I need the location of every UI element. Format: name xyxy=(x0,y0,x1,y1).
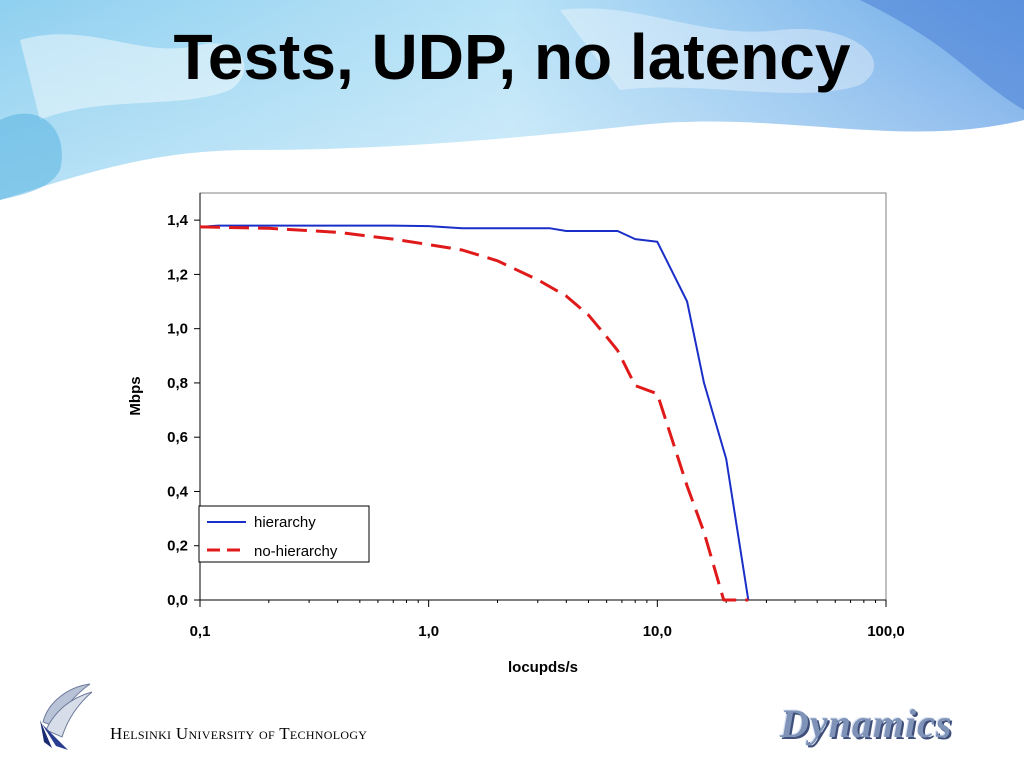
x-tick-label: 100,0 xyxy=(867,623,905,640)
legend: hierarchy no-hierarchy xyxy=(198,505,370,563)
y-tick-label: 0,6 xyxy=(167,429,188,446)
series-layer xyxy=(199,224,750,602)
legend-no-hierarchy-label: no-hierarchy xyxy=(254,543,338,560)
series-line-no-hierarchy xyxy=(199,225,749,602)
y-tick-label: 1,4 xyxy=(167,212,189,229)
footer-institution: Helsinki University of Technology xyxy=(110,724,368,743)
y-tick-label: 0,2 xyxy=(167,538,188,555)
dynamics-logo: Dynamics xyxy=(780,701,953,746)
legend-hierarchy-label: hierarchy xyxy=(254,514,316,531)
y-tick-label: 1,2 xyxy=(167,266,188,283)
y-tick-label: 0,8 xyxy=(167,375,188,392)
y-axis-label: Mbps xyxy=(127,376,144,415)
legend-box xyxy=(198,505,370,563)
x-axis-label: locupds/s xyxy=(508,659,578,676)
x-tick-label: 1,0 xyxy=(418,623,439,640)
x-tick-label: 0,1 xyxy=(190,623,211,640)
x-tick-label: 10,0 xyxy=(643,623,672,640)
y-tick-label: 0,4 xyxy=(167,483,189,500)
y-tick-label: 1,0 xyxy=(167,321,188,338)
slide-title: Tests, UDP, no latency xyxy=(173,21,851,93)
series-line-hierarchy xyxy=(199,224,750,601)
y-tick-label: 0,0 xyxy=(167,592,188,609)
university-logo xyxy=(40,683,93,750)
axes: 0,0 0,2 0,4 0,6 0,8 1,0 1,2 1,4 0,1 1,0 10,0 100,0 xyxy=(167,193,905,640)
